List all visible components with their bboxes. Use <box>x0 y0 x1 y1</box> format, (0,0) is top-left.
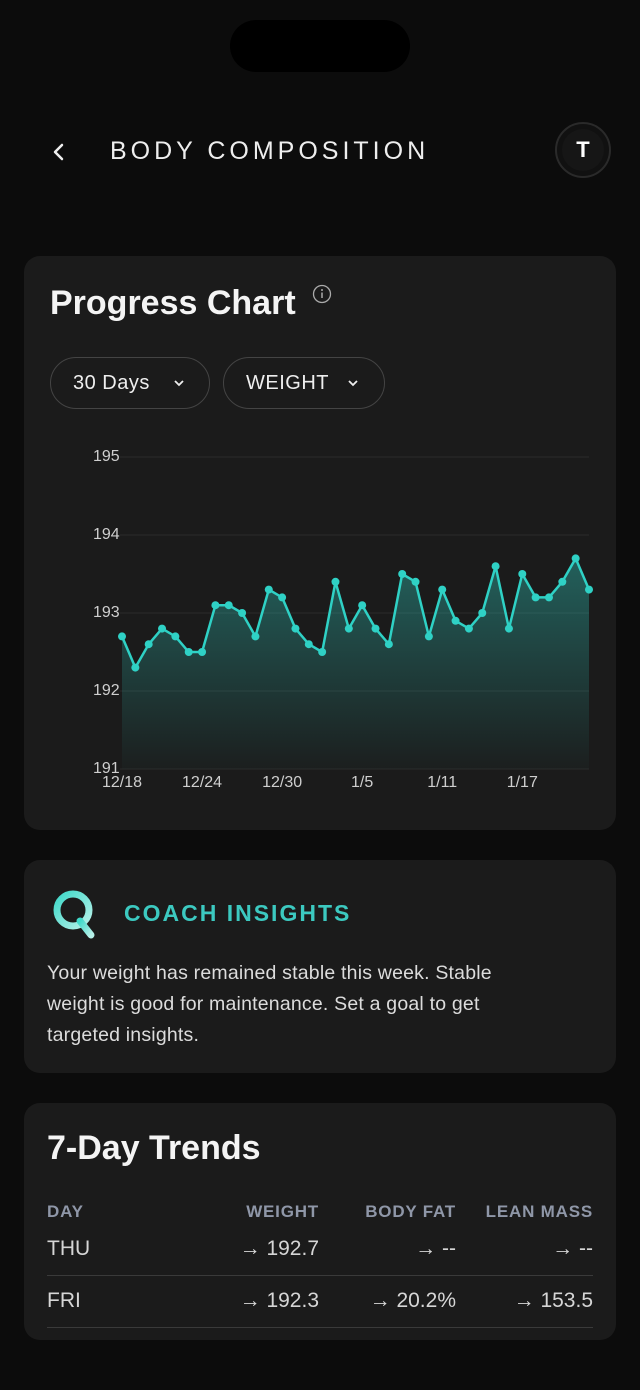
day-cell: THU <box>47 1237 91 1260</box>
data-point <box>344 624 353 633</box>
data-point <box>278 593 287 602</box>
data-point <box>131 663 140 672</box>
metric-dropdown[interactable]: WEIGHT <box>223 357 385 409</box>
data-point <box>504 624 513 633</box>
weight-cell: → 192.3 <box>239 1289 319 1312</box>
data-point <box>518 570 527 578</box>
data-point <box>544 593 553 602</box>
y-tick-label: 194 <box>93 526 120 543</box>
day-cell: FRI <box>47 1289 81 1312</box>
info-icon[interactable] <box>312 284 332 304</box>
column-header: LEAN MASS <box>485 1202 593 1221</box>
data-point <box>144 640 153 649</box>
column-header: WEIGHT <box>246 1202 319 1221</box>
data-point <box>478 609 487 617</box>
data-point <box>438 585 447 594</box>
data-point <box>184 648 193 656</box>
trends-title: 7-Day Trends <box>47 1129 261 1167</box>
chevron <box>174 380 184 387</box>
lean-mass-cell: → 153.5 <box>513 1289 593 1312</box>
y-tick-label: 192 <box>93 682 120 699</box>
data-point <box>264 585 273 594</box>
row-divider <box>47 1275 593 1276</box>
data-point <box>384 640 393 649</box>
data-point <box>571 554 580 563</box>
body-fat-cell: → 20.2% <box>369 1289 456 1312</box>
card-title: Progress Chart <box>50 284 296 322</box>
coach-card <box>24 860 616 1073</box>
avatar-ring[interactable]: T <box>555 122 611 178</box>
data-point <box>491 562 500 571</box>
chart: 191 192 193 194 195 12/18 12/24 12/30 1/5 1/11 1/1… <box>93 448 593 791</box>
x-tick-label: 1/5 <box>351 774 373 791</box>
data-point <box>464 624 473 633</box>
data-point <box>358 601 367 610</box>
page-title: BODY COMPOSITION <box>110 137 430 165</box>
data-point <box>198 648 207 656</box>
x-tick-label: 12/30 <box>262 774 302 791</box>
x-tick-label: 1/17 <box>507 774 538 791</box>
dropdown-label: WEIGHT <box>246 372 329 394</box>
body-fat-cell: → -- <box>415 1237 456 1260</box>
camera-notch <box>230 20 410 72</box>
data-point <box>224 601 233 610</box>
y-tick-label: 191 <box>93 760 120 777</box>
data-point <box>251 632 260 641</box>
data-point <box>158 624 167 633</box>
column-header: BODY FAT <box>365 1202 456 1221</box>
avatar[interactable]: T <box>562 129 604 171</box>
row-divider <box>47 1327 593 1328</box>
data-point <box>238 609 247 617</box>
x-tick-label: 12/24 <box>182 774 222 791</box>
dropdown-label: 30 Days <box>73 372 150 394</box>
range-dropdown[interactable]: 30 Days <box>50 357 210 409</box>
data-point <box>171 632 180 641</box>
data-point <box>398 570 407 578</box>
trends-card <box>24 1103 616 1340</box>
coach-text: Your weight has remained stable this wee… <box>47 962 492 1046</box>
data-point <box>424 632 433 641</box>
data-point <box>558 577 567 586</box>
weight-cell: → 192.7 <box>239 1237 319 1260</box>
x-tick-label: 12/18 <box>102 774 142 791</box>
x-tick-label: 1/11 <box>427 774 457 791</box>
data-point <box>331 577 340 586</box>
y-tick-label: 195 <box>93 448 120 465</box>
data-point <box>318 648 327 656</box>
lean-mass-cell: → -- <box>552 1237 593 1260</box>
coach-title: COACH INSIGHTS <box>124 900 352 926</box>
y-tick-label: 193 <box>93 604 120 621</box>
back-button[interactable] <box>48 140 70 164</box>
data-point <box>585 585 593 594</box>
coach-logo <box>53 890 95 939</box>
data-point <box>304 640 313 649</box>
data-point <box>211 601 220 610</box>
column-header: DAY <box>47 1202 84 1221</box>
chevron <box>348 380 358 387</box>
data-point <box>118 632 126 641</box>
data-point <box>411 577 420 586</box>
data-point <box>371 624 380 633</box>
data-point <box>531 593 540 602</box>
data-point <box>451 616 460 625</box>
data-point <box>291 624 300 633</box>
